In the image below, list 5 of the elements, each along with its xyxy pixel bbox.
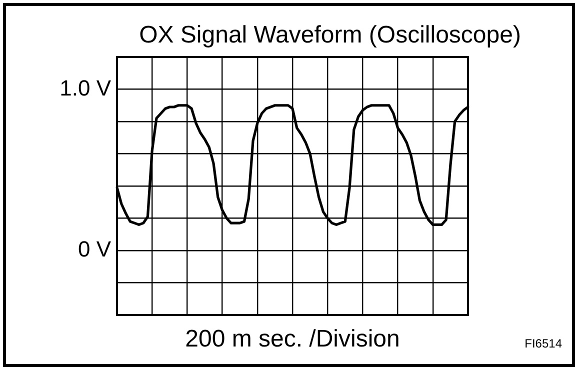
y-tick-label: 0 V [78, 236, 112, 262]
y-tick-label: 1.0 V [60, 75, 112, 100]
text: FI6514 [524, 336, 562, 350]
chart-title: OX Signal Waveform (Oscilloscope) [139, 22, 521, 49]
x-axis-title: 200 m sec. /Division [185, 326, 400, 353]
